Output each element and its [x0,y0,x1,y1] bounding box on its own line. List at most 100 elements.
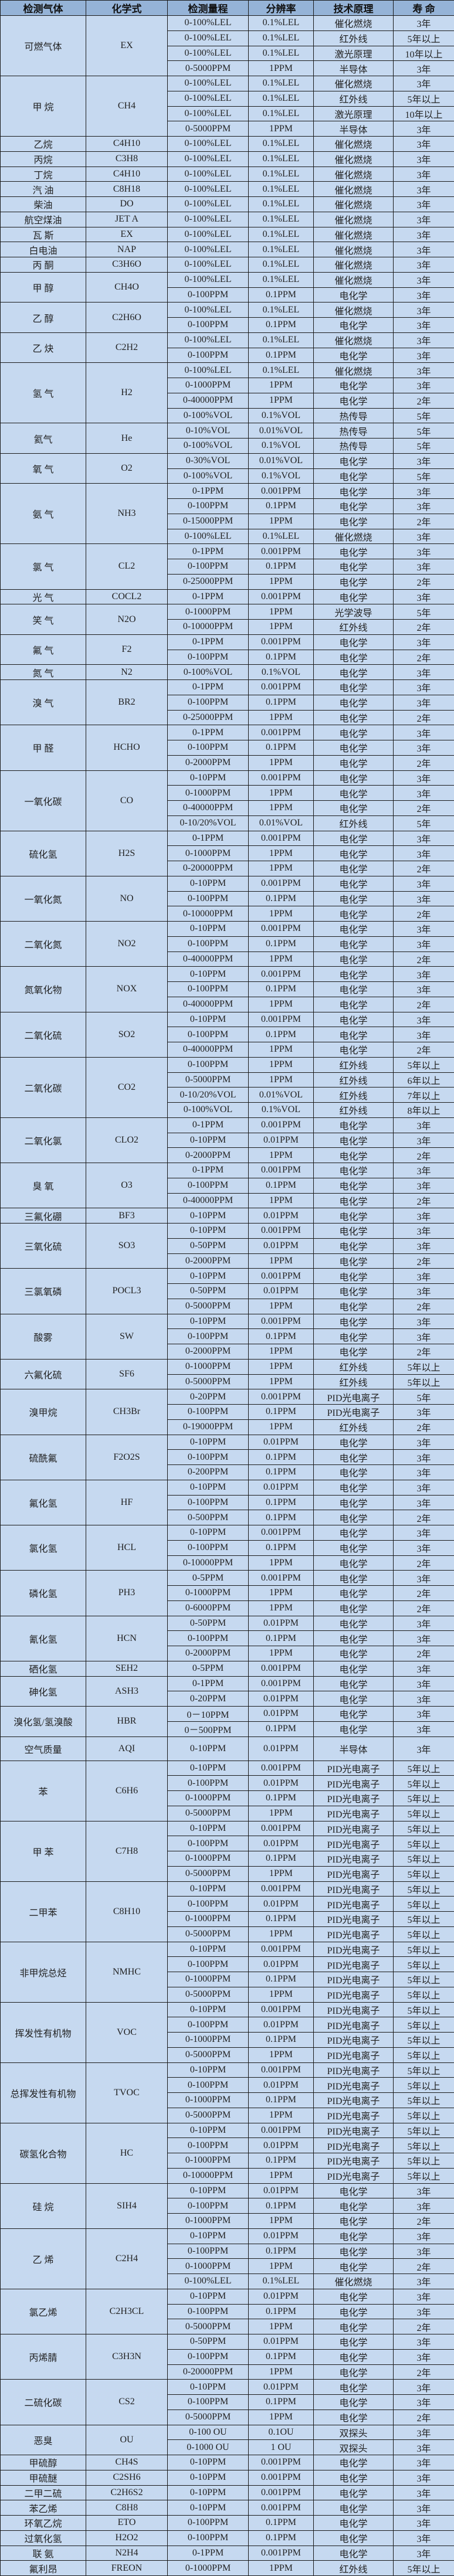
table-row: 0-100%LEL 0.1%LEL 催化燃烧 3年 [1,528,454,545]
range-cell: 0-100PPM [167,317,249,333]
range-cell: 0-1PPM [167,543,249,559]
lifetime-cell: 8年以上 [393,1102,454,1118]
lifetime-cell: 3年 [393,2469,454,2486]
principle-cell: 电化学 [313,2319,394,2334]
table-row: 总挥发性有机物 TVOC 0-10PPM 0.001PPM PID光电离子 5年以上 [0,2062,454,2123]
principle-cell: 电化学 [313,1494,394,1511]
lifetime-cell: 5年以上 [393,1865,454,1882]
table-row: 0-100%LEL 0.1%LEL 催化燃烧 3年 [1,2273,454,2289]
resolution-cell: 0.01PPM [248,2334,314,2350]
range-cell: 0-100%LEL [167,211,249,227]
lifetime-cell: 5年 [393,407,454,424]
gas-name-cell: 二氧化硫 [0,1011,86,1058]
principle-cell: 电化学 [313,875,394,892]
range-cell: 0-100%LEL [167,106,249,122]
principle-cell: 电化学 [313,2394,394,2410]
formula-cell: F2 [86,634,168,665]
table-row: 0-1000PPM 0.1PPM PID光电离子 5年以上 [1,1911,454,1927]
principle-cell: 红外线 [313,30,394,46]
range-cell: 0-50PPM [167,2334,249,2350]
range-cell: 0-15000PPM [167,513,249,529]
range-cell: 0-1PPM [167,634,249,650]
lifetime-cell: 5年以上 [393,1056,454,1073]
range-cell: 0-1000PPM [167,785,249,801]
range-cell: 0-1000PPM [167,1972,249,1987]
table-row: 光 气 COCL2 0-1PPM 0.001PPM 电化学 3年 [0,589,454,605]
resolution-cell: 1PPM [248,785,314,801]
table-row: 丙烷 C3H8 0-100%LEL 0.1%LEL 催化燃烧 3年 [0,151,454,167]
table-row: 0-1000PPM 1PPM 电化学 3年 [1,845,454,861]
range-cell: 0-5000PPM [167,121,249,137]
range-cell: 0-100PPM [167,1956,249,1972]
formula-cell: C2H2 [86,332,168,363]
table-row: 溴化氢/氢溴酸 HBR 0－10PPM 0.01PPM 电化学 3年 [0,1706,454,1737]
table-row: 苯乙烯 C8H8 0-10PPM 0.001PPM 电化学 3年 [0,2500,454,2516]
table-row: 0-100%VOL 0.1%VOL 热传导 5年 [1,438,454,454]
table-row: 甲 苯 C7H8 0-10PPM 0.001PPM PID光电离子 5年以上 [0,1820,454,1882]
table-row: 0-50PPM 0.01PPM 电化学 3年 [1,1283,454,1299]
range-cell: 0-10PPM [167,1881,249,1897]
lifetime-cell: 3年 [393,1268,454,1284]
gas-name-cell: 环氧乙烷 [0,2515,86,2531]
lifetime-cell: 2年 [393,1192,454,1209]
range-cell: 0-1PPM [167,679,249,695]
range-cell: 0-1000PPM [167,2032,249,2048]
resolution-cell: 0.1PPM [248,287,314,303]
principle-cell: 电化学 [313,1042,394,1058]
resolution-cell: 1PPM [248,1374,314,1390]
gas-name-cell: 磷化氢 [0,1570,86,1616]
gas-name-cell: 乙烷 [0,136,86,152]
table-row: 氟利昂 FREON 0-1000PPM 1PPM 红外线 5年以上 [0,2560,454,2576]
resolution-cell: 0.1%LEL [248,136,314,152]
lifetime-cell: 2年 [393,2319,454,2334]
formula-cell: DO [86,196,168,212]
resolution-cell: 0.1PPM [248,740,314,756]
range-cell: 0-50PPM [167,1283,249,1299]
table-row: 航空煤油 JET A 0-100%LEL 0.1%LEL 催化燃烧 3年 [0,211,454,227]
principle-cell: 电化学 [313,2409,394,2425]
range-cell: 0-5000PPM [167,2409,249,2425]
table-row: 0-100PPM 0.1PPM 电化学 3年 [1,2303,454,2320]
table-row: 0-10/20%VOL 0.01%VOL 红外线 5年 [1,815,454,831]
formula-cell: C2H3CL [86,2288,168,2335]
table-row: 0-100%LEL 0.1%LEL 红外线 5年以上 [1,30,454,46]
table-row: 0-10000PPM 1PPM 红外线 2年 [1,619,454,635]
resolution-cell: 0.1PPM [248,2349,314,2365]
formula-cell: C2H6O [86,302,168,333]
table-row: 0-100PPM 0.1PPM 电化学 3年 [1,740,454,756]
lifetime-cell: 5年以上 [393,2032,454,2048]
range-cell: 0-100%LEL [167,302,249,318]
table-header-row: 检测气体 化学式 检测量程 分辨率 技术原理 寿 命 [0,0,454,16]
formula-cell: ETO [86,2515,168,2531]
gas-name-cell: 乙 烯 [0,2228,86,2289]
resolution-cell: 0.1%LEL [248,242,314,257]
range-cell: 0-10PPM [167,1208,249,1224]
principle-cell: 催化燃烧 [313,362,394,378]
resolution-cell: 1PPM [248,2047,314,2063]
range-cell: 0-100%VOL [167,468,249,484]
resolution-cell: 0.1PPM [248,1540,314,1556]
gas-name-cell: 六氟化硫 [0,1358,86,1390]
resolution-cell: 0.001PPM [248,1525,314,1541]
resolution-cell: 0.1PPM [248,559,314,575]
lifetime-cell: 3年 [393,121,454,137]
table-row: 0-5000PPM 1PPM PID光电离子 5年以上 [1,2047,454,2063]
principle-cell: 红外线 [313,1072,394,1088]
range-cell: 0-10PPM [167,1132,249,1148]
header-gas: 检测气体 [0,0,86,16]
principle-cell: 电化学 [313,468,394,484]
lifetime-cell: 2年 [393,2258,454,2274]
gas-name-cell: 光 气 [0,589,86,605]
formula-cell: POCL3 [86,1268,168,1314]
table-row: 0-1000PPM 1PPM 电化学 2年 [1,2258,454,2274]
resolution-cell: 0.001PPM [248,634,314,650]
principle-cell: PID光电离子 [313,1986,394,2003]
header-lifetime: 寿 命 [393,0,454,16]
resolution-cell: 0.1PPM [248,1911,314,1927]
gas-name-cell: 可燃气体 [0,15,86,76]
resolution-cell: 1PPM [248,1865,314,1882]
principle-cell: 催化燃烧 [313,2273,394,2289]
range-cell: 0-5PPM [167,1660,249,1677]
table-row: 0-15000PPM 1PPM 电化学 2年 [1,513,454,529]
principle-cell: PID光电离子 [313,2017,394,2033]
